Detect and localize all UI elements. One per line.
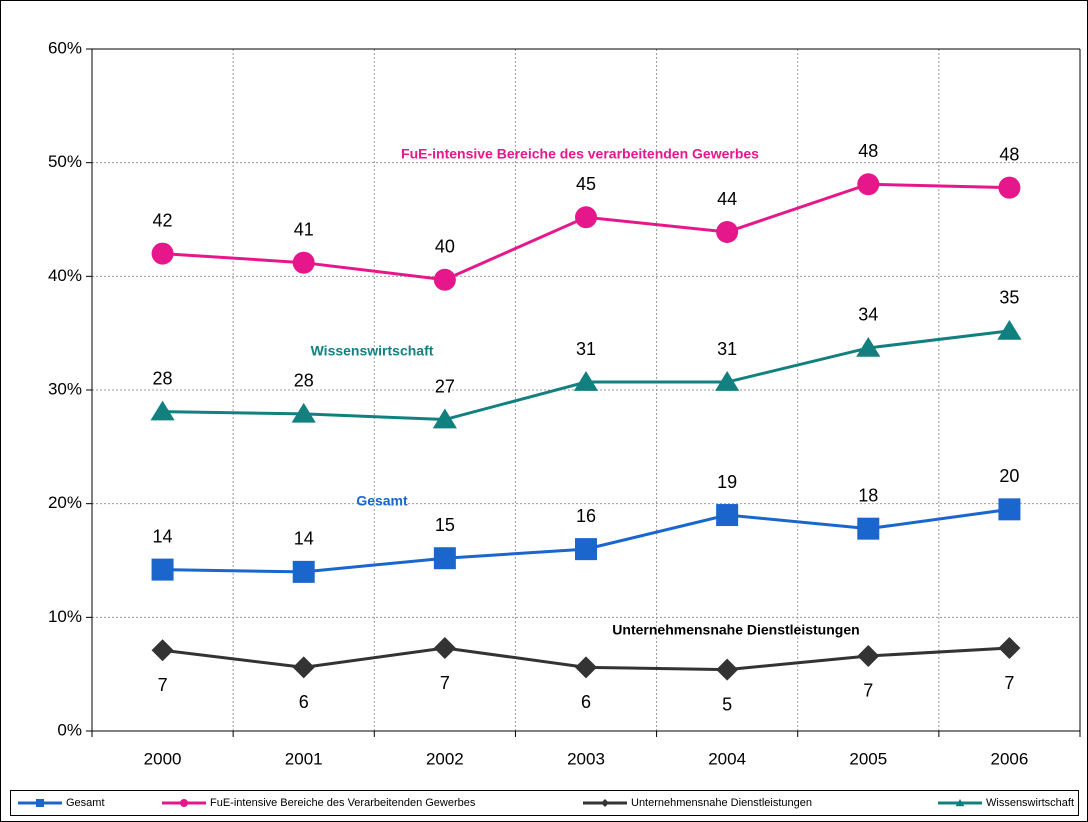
data-label: 20: [999, 466, 1019, 486]
data-label: 5: [722, 694, 732, 714]
data-label: 7: [1004, 673, 1014, 693]
data-label: 6: [581, 692, 591, 712]
point: [857, 517, 880, 540]
annotation: Unternehmensnahe Dienstleistungen: [612, 622, 859, 638]
x-tick-label: 2006: [991, 749, 1029, 768]
y-tick-label: 40%: [48, 266, 82, 285]
data-label: 48: [999, 144, 1019, 164]
legend-marker: [180, 799, 188, 807]
annotation: Gesamt: [356, 493, 408, 509]
point: [857, 644, 880, 667]
annotation: Wissenswirtschaft: [311, 343, 434, 359]
legend-label: Wissenswirtschaft: [986, 797, 1074, 809]
data-label: 7: [440, 673, 450, 693]
point: [433, 547, 456, 570]
x-tick-label: 2002: [426, 749, 464, 768]
x-tick-label: 2005: [849, 749, 887, 768]
point: [573, 371, 599, 391]
y-tick-label: 30%: [48, 379, 82, 398]
data-label: 7: [158, 675, 168, 695]
data-label: 18: [858, 485, 878, 505]
legend-label: Gesamt: [66, 797, 105, 809]
data-label: 28: [153, 368, 173, 388]
point: [433, 268, 456, 291]
y-tick-label: 50%: [48, 152, 82, 171]
y-tick-label: 20%: [48, 493, 82, 512]
data-label: 35: [999, 288, 1019, 308]
data-label: 41: [294, 219, 314, 239]
point: [292, 560, 315, 583]
legend-marker: [955, 799, 965, 807]
point: [151, 558, 174, 581]
data-label: 16: [576, 506, 596, 526]
x-tick-label: 2001: [285, 749, 323, 768]
legend-marker: [601, 799, 609, 807]
data-label: 27: [435, 376, 455, 396]
point: [291, 402, 316, 423]
data-label: 48: [858, 141, 878, 161]
point: [432, 408, 457, 429]
data-label: 19: [717, 472, 737, 492]
point: [575, 656, 597, 679]
point: [856, 336, 881, 357]
point: [716, 504, 739, 527]
data-label: 15: [435, 515, 455, 535]
legend-label: Unternehmensnahe Dienstleistungen: [631, 797, 812, 809]
data-label: 31: [576, 339, 596, 359]
x-tick-label: 2003: [567, 749, 605, 768]
data-label: 45: [576, 174, 596, 194]
point: [716, 658, 739, 681]
y-tick-label: 60%: [48, 38, 82, 57]
point: [575, 538, 597, 561]
data-label: 6: [299, 692, 309, 712]
x-tick-label: 2000: [144, 749, 182, 768]
point: [857, 173, 880, 196]
data-label: 7: [863, 681, 873, 701]
annotation: FuE-intensive Bereiche des verarbeitende…: [401, 146, 759, 162]
point: [715, 371, 740, 391]
data-label: 42: [153, 210, 173, 230]
point: [575, 206, 597, 229]
y-tick-label: 0%: [57, 720, 82, 739]
point: [150, 400, 175, 421]
data-label: 14: [153, 526, 173, 546]
point: [716, 221, 739, 244]
data-label: 44: [717, 189, 737, 209]
legend-marker: [36, 799, 44, 807]
data-label: 34: [858, 305, 878, 325]
data-label: 28: [294, 371, 314, 391]
y-tick-label: 10%: [48, 607, 82, 626]
point: [292, 251, 315, 274]
point: [998, 498, 1021, 521]
data-label: 14: [294, 529, 314, 549]
point: [433, 637, 456, 660]
legend-label: FuE-intensive Bereiche des Verarbeitende…: [210, 797, 476, 809]
point: [151, 639, 174, 662]
data-label: 31: [717, 339, 737, 359]
point: [998, 637, 1021, 660]
data-label: 40: [435, 236, 455, 256]
point: [997, 319, 1022, 340]
point: [998, 176, 1021, 199]
x-tick-label: 2004: [708, 749, 746, 768]
point: [292, 656, 315, 679]
point: [151, 242, 174, 265]
